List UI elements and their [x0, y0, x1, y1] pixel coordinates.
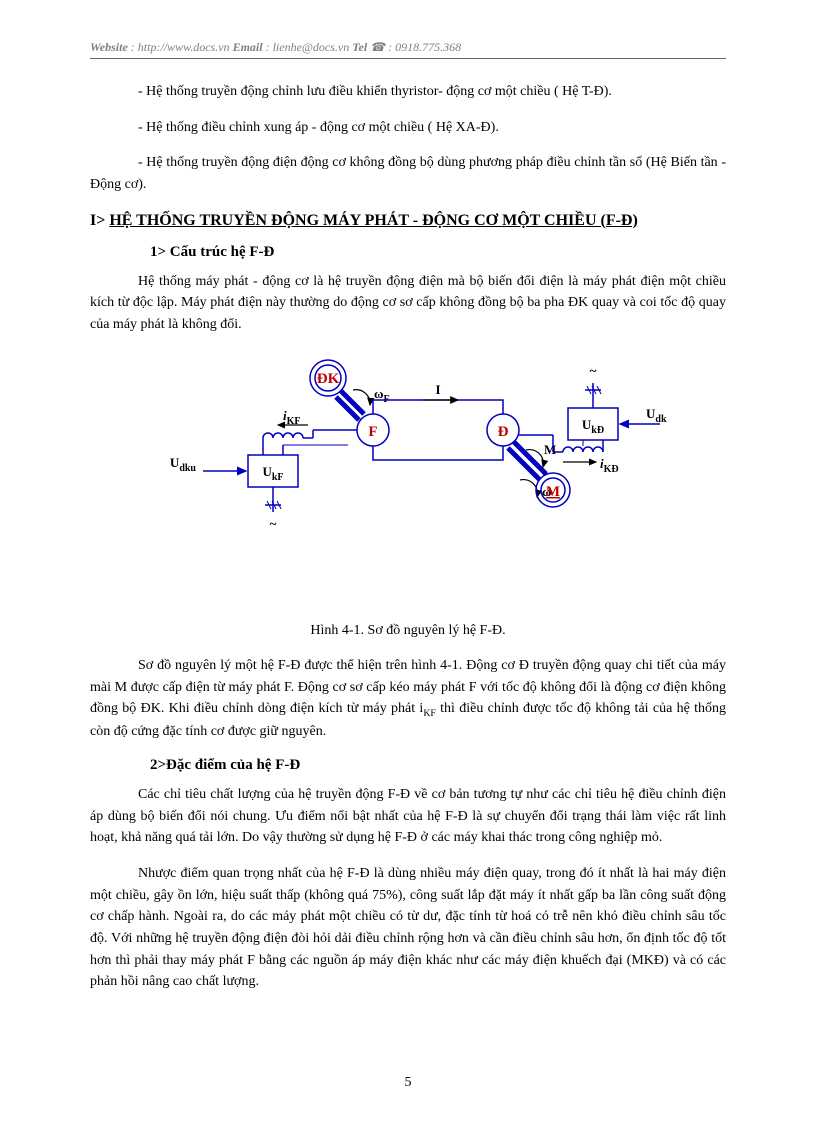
header-website-label: Website: [90, 40, 128, 54]
sec1-p1: Hệ thống máy phát - động cơ là hệ truyền…: [90, 271, 726, 336]
sec2-p1: Các chỉ tiêu chất lượng của hệ truyền độ…: [90, 784, 726, 849]
para-2-sub: KF: [423, 708, 436, 719]
fig-label-wf: ωF: [374, 386, 390, 405]
fig-label-dk: ĐK: [317, 371, 340, 387]
header-tel-label: Tel: [352, 40, 370, 54]
fig-label-udku: Udku: [170, 455, 197, 474]
page-header: Website : http://www.docs.vn Email : lie…: [90, 40, 726, 59]
header-website-val: : http://www.docs.vn: [128, 40, 233, 54]
bullet-1: - Hệ thống truyền động chỉnh lưu điều kh…: [90, 81, 726, 103]
sec2-p2: Nhược điểm quan trọng nhất của hệ F-Đ là…: [90, 863, 726, 993]
header-email-label: Email: [233, 40, 263, 54]
subheading-1: 1> Cấu trúc hệ F-Đ: [150, 244, 726, 261]
heading-1-text: HỆ THỐNG TRUYỀN ĐỘNG MÁY PHÁT - ĐỘNG CƠ …: [109, 212, 637, 229]
heading-1-prefix: I>: [90, 212, 109, 229]
para-2: Sơ đồ nguyên lý một hệ F-Đ được thể hiện…: [90, 655, 726, 743]
fig-label-f: F: [368, 424, 377, 440]
heading-1: I> HỆ THỐNG TRUYỀN ĐỘNG MÁY PHÁT - ĐỘNG …: [90, 212, 726, 230]
fig-label-m-load: M: [546, 484, 560, 500]
fig-label-i: I: [435, 382, 440, 397]
subheading-2: 2>Đặc điểm của hệ F-Đ: [150, 757, 726, 774]
header-email-val: : lienhe@docs.vn: [263, 40, 353, 54]
fig-label-ikf: iKF: [283, 408, 301, 427]
fig-label-d: Đ: [498, 424, 509, 440]
page-number: 5: [0, 1075, 816, 1091]
figure-4-1: ĐK ωF F Đ I UkF Udku: [148, 350, 668, 615]
fig-label-ukf: UkF: [262, 464, 283, 483]
bullet-3: - Hệ thống truyền động điện động cơ khôn…: [90, 152, 726, 195]
fig-tilde-left: ~: [270, 516, 277, 531]
fig-label-udk: Udk: [646, 406, 667, 425]
figure-caption: Hình 4-1. Sơ đồ nguyên lý hệ F-Đ.: [90, 623, 726, 639]
header-tel-val: : 0918.775.368: [385, 40, 461, 54]
fig-label-ukd: UkĐ: [582, 417, 604, 436]
phone-icon: ☎: [370, 40, 385, 54]
bullet-2: - Hệ thống điều chỉnh xung áp - động cơ …: [90, 117, 726, 139]
fig-label-ikd: iKĐ: [600, 456, 619, 475]
fig-label-m-arm: M: [544, 442, 556, 457]
fig-tilde-right: ~: [590, 363, 597, 378]
